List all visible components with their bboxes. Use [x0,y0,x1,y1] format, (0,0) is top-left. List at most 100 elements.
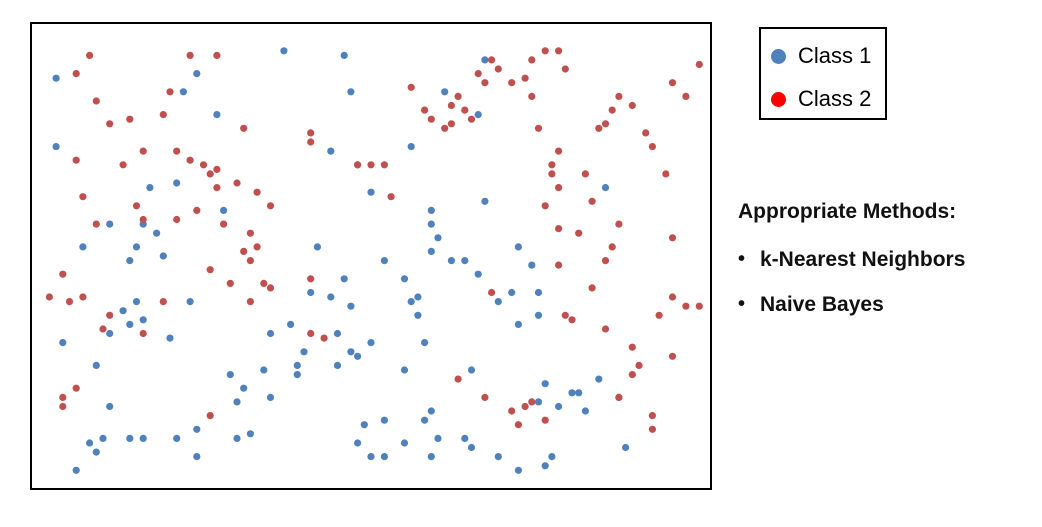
class-2-point [220,220,228,228]
class-2-point [548,170,556,178]
class-2-point [159,111,167,119]
class-2-point [494,65,502,73]
class-2-point [59,270,67,278]
class-1-point [266,329,275,338]
class-1-point [106,402,114,411]
class-1-point [333,329,342,338]
class-2-point [233,179,241,187]
method-item: • Naive Bayes [738,282,965,327]
class-1-point [548,453,556,461]
class-1-point [581,407,590,415]
class-2-point [45,293,53,301]
class-1-point [434,434,442,442]
class-1-point [132,298,141,306]
class-2-point [568,316,576,324]
class-2-point [541,202,549,210]
class-2-point [307,138,315,146]
class-1-point [421,339,429,347]
class-2-point [213,184,221,192]
class-2-point [548,161,556,169]
class-2-point [72,384,80,392]
class-1-point [106,329,114,338]
class-2-point [139,215,147,224]
class-1-point [260,366,268,374]
class-1-point [293,361,301,369]
class-2-point [407,83,415,91]
class-1-point [132,243,141,251]
class-1-point [347,348,355,356]
class-1-point [333,361,342,369]
class-2-point [601,257,610,265]
class-1-point [213,111,221,119]
class-2-point [575,229,583,237]
class-2-point [534,124,543,132]
class-2-point [213,51,221,59]
class-2-point [240,124,248,132]
class-1-point [126,320,134,328]
class-2-point [206,266,214,274]
class-1-point [481,56,489,64]
class-1-point [601,184,610,192]
class-1-point [414,311,422,319]
class-1-point [300,348,308,356]
bullet-icon: • [738,248,746,270]
class-2-point [521,402,529,411]
class-2-point [508,407,516,415]
methods-title: Appropriate Methods: [738,200,957,223]
class-2-point [447,101,455,110]
class-2-point [481,79,489,87]
class-1-point [354,439,362,447]
class-2-point [682,302,690,310]
legend: Class 1 Class 2 [759,27,887,120]
class-2-point [474,70,482,78]
class-2-point [199,161,208,169]
class-1-point [287,320,295,328]
class-1-point [541,380,549,388]
class-2-point [555,184,563,192]
class-2-point [59,402,67,411]
class-2-point [668,293,677,301]
class-2-point [320,334,328,342]
class-1-point [367,188,375,196]
class-2-point [307,275,315,283]
class-2-point [662,170,670,178]
class-1-point [220,206,228,214]
class-1-point [534,288,543,297]
class-2-point [307,129,315,137]
class-2-point [635,361,643,369]
class-2-point [541,416,549,424]
class-1-point [494,453,502,461]
class-1-point [474,270,482,278]
legend-marker-class-1 [771,48,786,64]
class-2-point [461,106,469,114]
class-1-point [534,398,543,406]
class-1-point [139,316,147,324]
class-1-point [307,288,315,297]
class-2-point [206,412,214,420]
class-1-point [427,453,435,461]
class-2-point [555,47,563,55]
class-1-point [327,293,335,301]
class-2-point [246,257,254,265]
class-1-point [467,366,476,374]
class-1-point [427,247,435,255]
points-layer [45,47,703,474]
class-2-point [92,220,100,228]
class-2-point [561,311,569,319]
class-2-point [173,147,181,155]
class-2-point [488,288,496,297]
class-2-point [226,279,234,287]
class-1-point [52,74,60,82]
class-1-point [427,407,435,415]
class-1-point [380,416,388,424]
class-2-point [126,115,134,123]
class-2-point [387,193,395,201]
class-2-point [99,325,107,333]
class-2-point [119,161,127,169]
class-1-point [474,111,482,119]
bullet-icon: • [738,293,746,315]
class-2-point [246,229,254,237]
class-2-point [628,101,636,110]
class-2-point [648,412,657,420]
class-1-point [193,453,201,461]
